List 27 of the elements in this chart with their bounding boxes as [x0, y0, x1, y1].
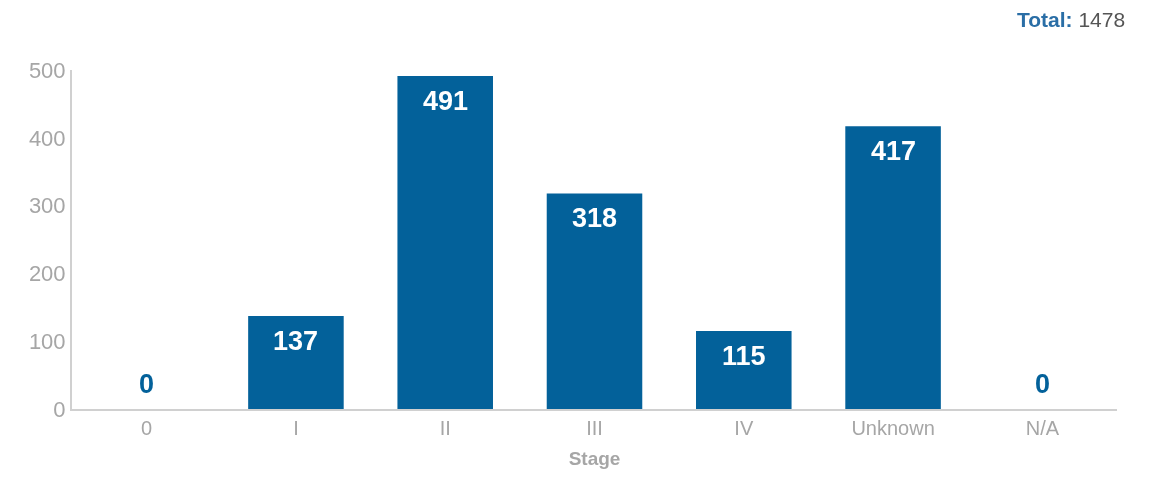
- bar: [248, 316, 344, 409]
- y-tick-label: 100: [28, 328, 66, 354]
- x-tick-label: N/A: [1025, 417, 1060, 439]
- y-tick-label: 200: [28, 261, 66, 287]
- bar: [397, 76, 493, 409]
- data-label: 417: [871, 136, 917, 166]
- data-label: 137: [273, 326, 319, 356]
- bar: [546, 193, 643, 409]
- y-tick-label: 500: [28, 57, 66, 83]
- bar: [696, 331, 792, 409]
- data-label: 0: [139, 369, 155, 399]
- x-tick-label: Unknown: [851, 417, 935, 439]
- text: Total: 1478: [1017, 8, 1126, 31]
- data-label: 318: [572, 203, 618, 233]
- y-tick-label: 0: [53, 396, 66, 422]
- x-tick-label: II: [439, 417, 451, 439]
- bar: [845, 126, 941, 409]
- x-tick-label: I: [293, 417, 299, 439]
- x-tick-label: IV: [734, 417, 754, 439]
- y-tick-label: 400: [28, 125, 66, 151]
- data-label: 0: [1035, 369, 1051, 399]
- data-label: 491: [423, 86, 469, 116]
- x-tick-label: III: [586, 417, 603, 439]
- x-tick-label: 0: [141, 417, 153, 439]
- y-tick-label: 300: [28, 193, 66, 219]
- data-label: 115: [722, 341, 766, 371]
- x-axis-title: Stage: [568, 448, 621, 470]
